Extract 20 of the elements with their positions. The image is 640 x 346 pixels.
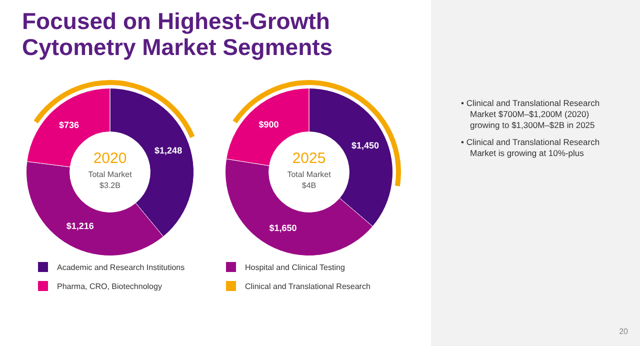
- legend-label: Academic and Research Institutions: [57, 262, 185, 272]
- text: Total Market: [287, 170, 332, 180]
- text: 20: [619, 327, 628, 336]
- legend-label: Hospital and Clinical Testing: [245, 262, 345, 272]
- text: • Clinical and Translational Research Market is growing at 10%-plus: [461, 137, 601, 159]
- data-label: $736: [59, 120, 80, 130]
- data-label: $1,450: [352, 140, 380, 151]
- text: $4B: [302, 181, 316, 190]
- legend-label: Pharma, CRO, Biotechnology: [57, 282, 162, 290]
- chart-title: Focused on Highest-Growth Cytometry Market Segments: [22, 8, 334, 60]
- text: Clinical and Translational Research: [245, 282, 370, 290]
- text: Total Market: [88, 170, 133, 180]
- data-label: $1,650: [269, 222, 297, 233]
- text: 2025: [292, 150, 326, 168]
- data-label: $1,216: [66, 220, 94, 231]
- text: • Clinical and Translational Research Market $700M–$1,200M (2020) growing to $1,300M–$2B in 2025: [461, 98, 601, 131]
- text: 2020: [93, 150, 127, 168]
- text: $3.2B: [100, 181, 120, 190]
- data-label: $900: [258, 119, 279, 130]
- data-label: $1,248: [154, 145, 182, 156]
